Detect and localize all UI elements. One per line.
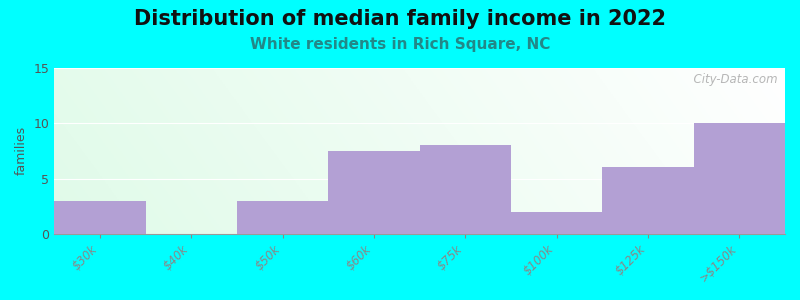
Bar [511, 212, 602, 234]
Text: White residents in Rich Square, NC: White residents in Rich Square, NC [250, 38, 550, 52]
Y-axis label: families: families [15, 126, 28, 176]
Bar [602, 167, 694, 234]
Text: Distribution of median family income in 2022: Distribution of median family income in … [134, 9, 666, 29]
Bar [694, 123, 785, 234]
Bar [328, 151, 420, 234]
Text: City-Data.com: City-Data.com [686, 73, 778, 86]
Bar [237, 201, 328, 234]
Bar [420, 146, 511, 234]
Bar [54, 201, 146, 234]
